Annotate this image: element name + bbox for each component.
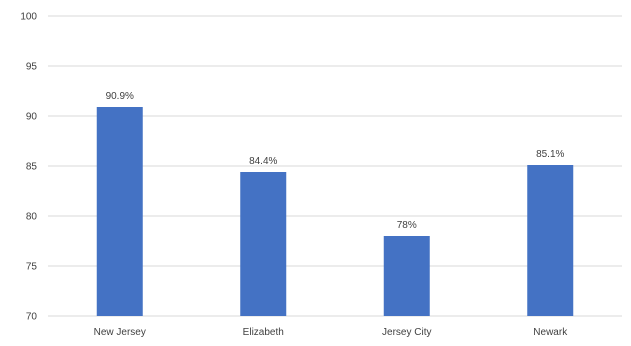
bar-newark xyxy=(527,165,574,316)
y-tick-label: 70 xyxy=(26,312,38,323)
data-label: 78% xyxy=(397,220,417,231)
y-tick-label: 75 xyxy=(26,262,38,273)
y-tick-label: 90 xyxy=(26,112,38,123)
y-axis-ticks: 70 75 80 85 90 95 100 xyxy=(20,12,37,323)
bar-elizabeth xyxy=(240,172,287,316)
bars xyxy=(96,107,574,316)
y-tick-label: 80 xyxy=(26,212,38,223)
bar-new-jersey xyxy=(96,107,143,316)
data-label: 84.4% xyxy=(249,156,277,167)
y-tick-label: 85 xyxy=(26,162,38,173)
x-category-label: Newark xyxy=(533,327,568,338)
data-label: 85.1% xyxy=(536,149,564,160)
data-label: 90.9% xyxy=(106,91,134,102)
gridlines xyxy=(48,15,622,317)
x-axis-categories: New Jersey Elizabeth Jersey City Newark xyxy=(94,327,569,338)
bar-jersey-city xyxy=(383,236,430,316)
x-category-label: Jersey City xyxy=(382,327,431,338)
y-tick-label: 100 xyxy=(20,12,37,23)
data-labels: 90.9% 84.4% 78% 85.1% xyxy=(106,91,565,231)
y-tick-label: 95 xyxy=(26,62,38,73)
x-category-label: Elizabeth xyxy=(243,327,284,338)
x-category-label: New Jersey xyxy=(94,327,146,338)
